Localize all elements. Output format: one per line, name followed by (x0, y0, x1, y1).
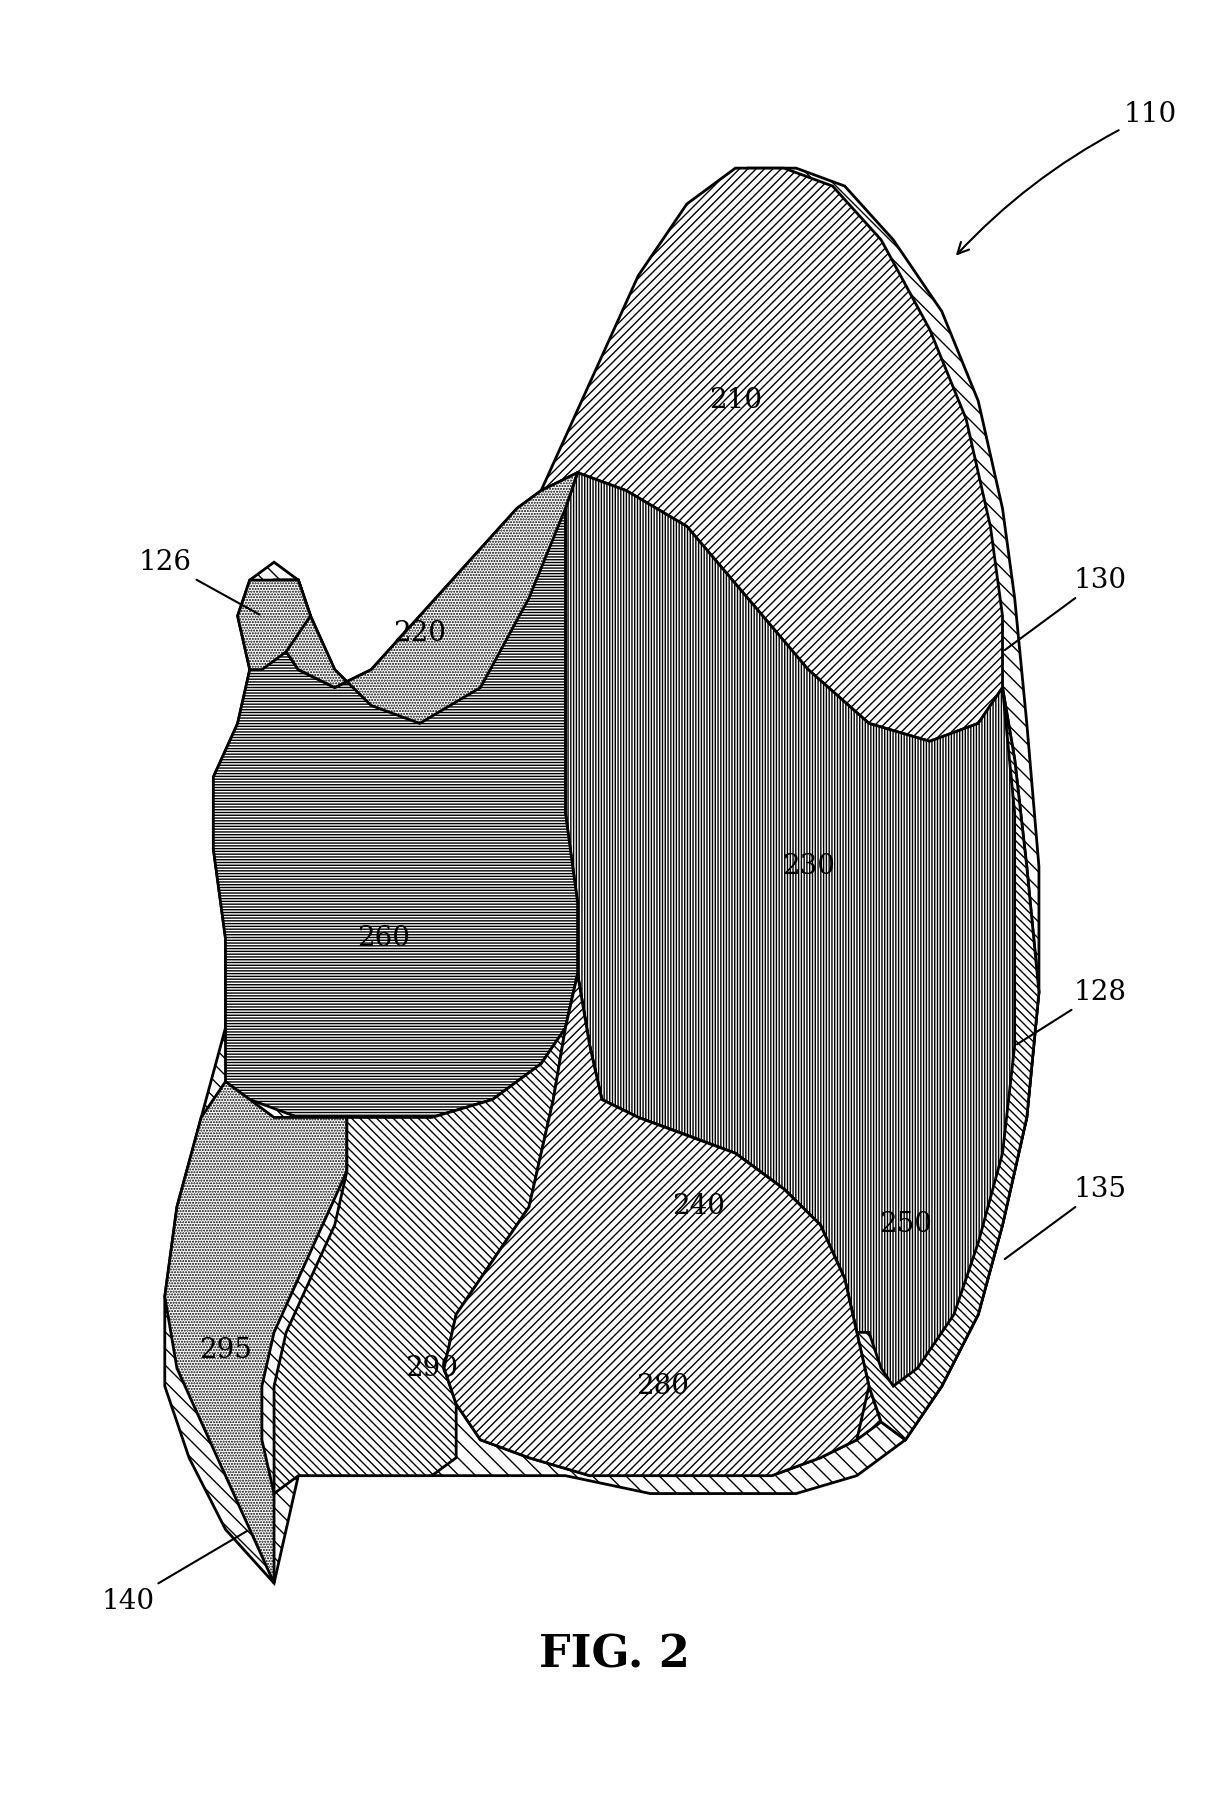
Text: 280: 280 (636, 1372, 689, 1399)
Text: 130: 130 (1005, 567, 1126, 650)
Text: 295: 295 (199, 1338, 252, 1365)
Text: 260: 260 (357, 924, 410, 951)
Polygon shape (565, 473, 1039, 1440)
Text: 290: 290 (405, 1356, 458, 1381)
Text: 250: 250 (879, 1211, 932, 1238)
Text: FIG. 2: FIG. 2 (539, 1634, 689, 1677)
Polygon shape (274, 473, 577, 724)
Text: 240: 240 (673, 1193, 726, 1220)
Polygon shape (214, 491, 577, 1117)
Polygon shape (165, 1081, 346, 1583)
Text: 128: 128 (1017, 978, 1126, 1045)
Polygon shape (274, 1027, 565, 1493)
Text: 230: 230 (782, 854, 835, 881)
Polygon shape (542, 168, 1002, 742)
Polygon shape (165, 168, 1039, 1583)
Text: 110: 110 (958, 101, 1178, 255)
Text: 135: 135 (1005, 1175, 1126, 1260)
Polygon shape (445, 975, 882, 1476)
Text: 210: 210 (709, 388, 761, 415)
Polygon shape (857, 688, 1039, 1440)
Text: 220: 220 (393, 621, 446, 648)
Polygon shape (238, 579, 311, 670)
Polygon shape (445, 975, 869, 1476)
Text: 140: 140 (102, 1531, 247, 1614)
Text: 126: 126 (139, 549, 259, 614)
